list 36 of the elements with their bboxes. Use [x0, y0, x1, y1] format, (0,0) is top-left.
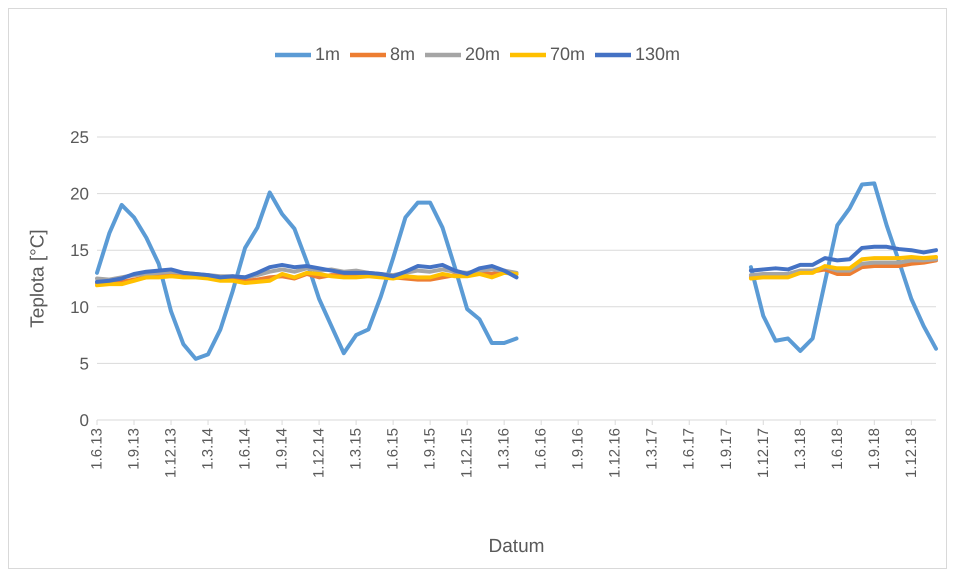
x-tick-label: 1.6.17: [680, 428, 698, 470]
x-tick-label: 1.6.14: [236, 428, 254, 470]
y-axis-title: Teplota [°C]: [28, 229, 49, 328]
x-tick-label: 1.12.17: [754, 428, 772, 478]
x-tick-label: 1.3.15: [348, 428, 365, 470]
y-tick-label: 25: [70, 128, 89, 148]
x-tick-label: 1.12.18: [902, 428, 920, 478]
x-axis-title: Datum: [488, 536, 544, 557]
legend-label: 1m: [314, 44, 340, 64]
x-tick-label: 1.9.13: [126, 428, 143, 470]
legend-label: 130m: [635, 44, 680, 64]
legend-label: 70m: [550, 44, 586, 64]
x-tick-label: 1.3.17: [644, 428, 661, 470]
x-tick-label: 1.6.15: [384, 428, 402, 470]
x-tick-label: 1.9.14: [274, 428, 291, 470]
x-tick-label: 1.9.18: [866, 428, 883, 470]
x-tick-label: 1.12.16: [606, 428, 624, 478]
y-tick-label: 0: [80, 411, 89, 430]
x-tick-label: 1.12.14: [310, 428, 328, 478]
x-tick-label: 1.12.15: [458, 428, 476, 478]
y-tick-label: 20: [70, 184, 89, 204]
x-tick-label: 1.3.16: [496, 428, 513, 470]
x-tick-label: 1.3.14: [200, 428, 217, 470]
legend-label: 20m: [464, 44, 500, 64]
x-tick-label: 1.12.13: [162, 428, 180, 478]
x-tick-label: 1.6.16: [532, 428, 550, 470]
x-tick-label: 1.9.15: [422, 428, 439, 470]
x-tick-label: 1.9.16: [570, 428, 587, 470]
legend-label: 8m: [390, 44, 415, 64]
x-tick-label: 1.6.18: [828, 428, 846, 470]
y-tick-label: 5: [80, 354, 89, 374]
y-tick-label: 15: [70, 241, 89, 260]
x-tick-label: 1.9.17: [718, 428, 735, 470]
x-tick-label: 1.6.13: [88, 428, 106, 470]
x-tick-label: 1.3.18: [792, 428, 809, 470]
y-tick-label: 10: [70, 298, 89, 317]
